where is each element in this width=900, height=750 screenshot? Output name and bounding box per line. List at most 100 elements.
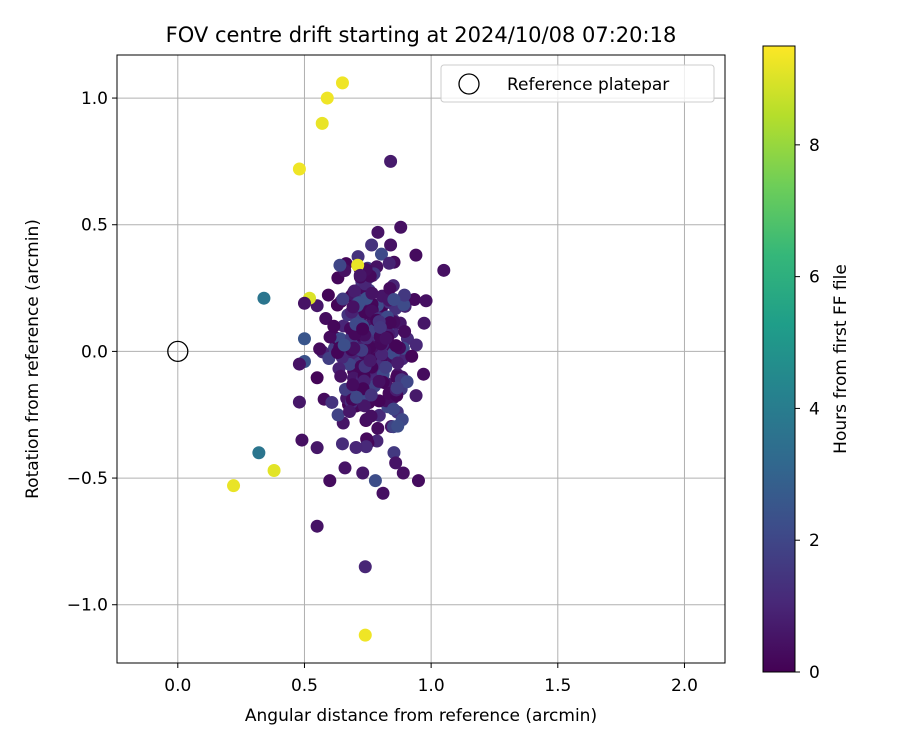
x-tick-label: 0.5 xyxy=(291,676,318,696)
scatter-point xyxy=(357,399,371,413)
x-tick-label: 1.5 xyxy=(544,676,571,696)
scatter-points xyxy=(227,76,451,642)
scatter-point xyxy=(336,292,350,306)
scatter-point xyxy=(334,369,348,383)
colorbar xyxy=(762,45,796,673)
scatter-point xyxy=(365,238,379,252)
colorbar-tick-label: 2 xyxy=(809,531,820,551)
scatter-point xyxy=(349,440,363,454)
scatter-point xyxy=(373,320,387,334)
colorbar-label: Hours from first FF file xyxy=(831,264,851,454)
scatter-point xyxy=(379,360,393,374)
scatter-point xyxy=(310,371,324,385)
scatter-point xyxy=(382,256,396,270)
legend-box xyxy=(440,64,715,103)
scatter-point xyxy=(313,342,327,356)
x-tick-label: 1.0 xyxy=(418,676,445,696)
y-ticks: −1.0 −0.5 0.0 0.5 1.0 xyxy=(67,89,117,616)
plot-frame xyxy=(116,54,726,664)
scatter-point xyxy=(295,433,309,447)
scatter-point xyxy=(386,402,400,416)
scatter-point xyxy=(359,440,373,454)
scatter-point xyxy=(379,331,393,345)
scatter-point xyxy=(419,294,433,308)
y-tick-label: 0.5 xyxy=(81,216,108,236)
colorbar-tick-label: 6 xyxy=(809,268,820,288)
scatter-point xyxy=(343,405,357,419)
scatter-point xyxy=(327,319,341,333)
chart-title: FOV centre drift starting at 2024/10/08 … xyxy=(166,23,677,47)
colorbar-tick-label: 0 xyxy=(809,663,820,683)
scatter-point xyxy=(267,463,281,477)
scatter-point xyxy=(356,322,370,336)
scatter-point xyxy=(335,76,349,90)
scatter-point xyxy=(338,461,352,475)
scatter-point xyxy=(331,408,345,422)
scatter-point xyxy=(353,268,367,282)
y-tick-label: −1.0 xyxy=(67,596,108,616)
y-axis-label: Rotation from reference (arcmin) xyxy=(23,219,43,499)
colorbar-tick-label: 4 xyxy=(809,399,820,419)
scatter-point xyxy=(347,284,361,298)
scatter-point xyxy=(292,395,306,409)
y-tick-label: 0.0 xyxy=(81,342,108,362)
scatter-point xyxy=(383,281,397,295)
scatter-point xyxy=(391,419,405,433)
scatter-point xyxy=(397,288,411,302)
scatter-point xyxy=(227,479,241,493)
scatter-point xyxy=(315,116,329,130)
scatter-point xyxy=(346,300,360,314)
scatter-point xyxy=(384,154,398,168)
scatter-point xyxy=(323,330,337,344)
scatter-point xyxy=(396,466,410,480)
scatter-point xyxy=(407,293,421,307)
scatter-point xyxy=(409,248,423,262)
scatter-point xyxy=(437,263,451,277)
scatter-point xyxy=(394,220,408,234)
scatter-point xyxy=(363,354,377,368)
scatter-point xyxy=(310,441,324,455)
scatter-point xyxy=(372,374,386,388)
scatter-point xyxy=(417,316,431,330)
x-axis-label: Angular distance from reference (arcmin) xyxy=(245,706,597,726)
scatter-point xyxy=(397,298,411,312)
scatter-point xyxy=(356,466,370,480)
scatter-point xyxy=(383,316,397,330)
scatter-point xyxy=(364,409,378,423)
scatter-point xyxy=(320,91,334,105)
scatter-point xyxy=(321,288,335,302)
scatter-point xyxy=(376,486,390,500)
scatter-point xyxy=(389,339,403,353)
scatter-point xyxy=(409,338,423,352)
scatter-point xyxy=(368,474,382,488)
scatter-point xyxy=(375,347,389,361)
scatter-point xyxy=(292,357,306,371)
legend[interactable]: Reference platepar xyxy=(440,64,715,103)
reference-marker-layer xyxy=(167,340,189,363)
legend-reference-marker xyxy=(458,73,480,95)
scatter-point xyxy=(387,446,401,460)
scatter-point xyxy=(325,395,339,409)
y-tick-label: 1.0 xyxy=(81,89,108,109)
scatter-point xyxy=(337,338,351,352)
scatter-point xyxy=(358,628,372,642)
scatter-point xyxy=(252,446,266,460)
scatter-point xyxy=(389,456,403,470)
legend-entry-reference: Reference platepar xyxy=(507,75,669,95)
scatter-point xyxy=(387,293,401,307)
scatter-point xyxy=(310,519,324,533)
scatter-point xyxy=(292,162,306,176)
scatter-point xyxy=(257,291,271,305)
scatter-point xyxy=(409,389,423,403)
x-tick-label: 0.0 xyxy=(164,676,191,696)
scatter-point xyxy=(335,437,349,451)
scatter-point xyxy=(371,225,385,239)
scatter-point xyxy=(391,356,405,370)
scatter-point xyxy=(371,421,385,435)
colorbar-ticks: 0 2 4 6 8 xyxy=(795,136,820,683)
scatter-point xyxy=(417,367,431,381)
x-ticks: 0.0 0.5 1.0 1.5 2.0 xyxy=(164,663,698,696)
scatter-point xyxy=(323,474,337,488)
scatter-point xyxy=(333,258,347,272)
